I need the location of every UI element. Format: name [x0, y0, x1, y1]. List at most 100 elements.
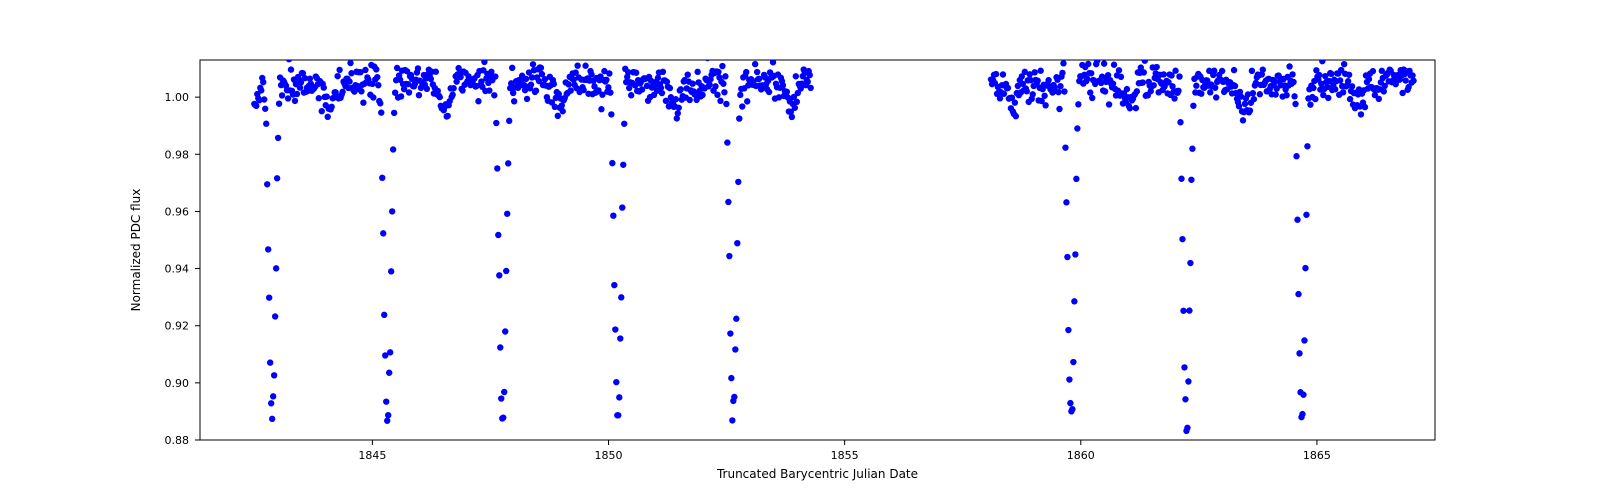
data-point — [530, 61, 536, 67]
data-point — [1034, 77, 1040, 83]
data-point — [1187, 260, 1193, 266]
data-point — [574, 62, 580, 68]
data-point — [273, 265, 279, 271]
data-point — [1089, 95, 1095, 101]
data-point — [1381, 88, 1387, 94]
data-point — [1102, 88, 1108, 94]
data-point — [416, 92, 422, 98]
data-point — [598, 106, 604, 112]
data-point — [501, 389, 507, 395]
data-point — [378, 109, 384, 115]
data-point — [1207, 89, 1213, 95]
data-point — [789, 114, 795, 120]
data-point — [993, 71, 999, 77]
data-point — [1066, 376, 1072, 382]
data-point — [261, 96, 267, 102]
data-point — [807, 72, 813, 78]
data-point — [360, 99, 366, 105]
data-point — [731, 394, 737, 400]
data-point — [618, 294, 624, 300]
data-point — [506, 118, 512, 124]
data-point — [729, 417, 735, 423]
data-point — [383, 398, 389, 404]
data-point — [451, 52, 457, 58]
data-point — [689, 80, 695, 86]
data-point — [1294, 217, 1300, 223]
data-point — [1328, 71, 1334, 77]
data-point — [391, 110, 397, 116]
y-tick-label: 0.98 — [165, 148, 190, 161]
y-tick-label: 0.96 — [165, 205, 190, 218]
data-point — [793, 73, 799, 79]
data-point — [1030, 91, 1036, 97]
data-point — [276, 100, 282, 106]
data-point — [1064, 254, 1070, 260]
data-point — [770, 59, 776, 65]
data-point — [1013, 113, 1019, 119]
data-point — [264, 181, 270, 187]
data-point — [733, 316, 739, 322]
data-point — [1290, 79, 1296, 85]
lightcurve-chart: 184518501855186018650.880.900.920.940.96… — [0, 0, 1600, 500]
data-point — [1370, 68, 1376, 74]
data-point — [734, 240, 740, 246]
data-point — [752, 61, 758, 67]
data-point — [620, 162, 626, 168]
data-point — [1037, 68, 1043, 74]
data-point — [1176, 73, 1182, 79]
data-point — [459, 87, 465, 93]
data-point — [1299, 411, 1305, 417]
data-point — [736, 115, 742, 121]
data-point — [722, 73, 728, 79]
data-point — [673, 96, 679, 102]
data-point — [609, 160, 615, 166]
data-point — [699, 92, 705, 98]
data-point — [1304, 143, 1310, 149]
data-point — [727, 330, 733, 336]
data-point — [1061, 88, 1067, 94]
data-point — [486, 87, 492, 93]
data-point — [1319, 58, 1325, 64]
data-point — [1085, 61, 1091, 67]
data-point — [1171, 95, 1177, 101]
data-point — [1151, 82, 1157, 88]
data-point — [1337, 77, 1343, 83]
data-point — [324, 93, 330, 99]
data-point — [325, 114, 331, 120]
data-point — [493, 120, 499, 126]
data-point — [433, 69, 439, 75]
data-point — [1088, 70, 1094, 76]
data-point — [566, 81, 572, 87]
data-point — [523, 76, 529, 82]
data-point — [621, 121, 627, 127]
data-point — [676, 105, 682, 111]
data-point — [1182, 396, 1188, 402]
data-point — [373, 66, 379, 72]
data-point — [1142, 58, 1148, 64]
data-point — [754, 69, 760, 75]
data-point — [260, 79, 266, 85]
data-point — [1153, 64, 1159, 70]
data-point — [266, 294, 272, 300]
data-point — [319, 108, 325, 114]
data-point — [370, 94, 376, 100]
data-point — [582, 63, 588, 69]
data-point — [279, 92, 285, 98]
data-point — [263, 121, 269, 127]
y-tick-label: 0.94 — [165, 263, 190, 276]
data-point — [1057, 83, 1063, 89]
data-point — [377, 100, 383, 106]
data-point — [398, 93, 404, 99]
data-point — [633, 70, 639, 76]
data-point — [794, 99, 800, 105]
data-point — [496, 272, 502, 278]
data-point — [503, 268, 509, 274]
data-point — [1127, 105, 1133, 111]
data-point — [1347, 96, 1353, 102]
x-tick-label: 1865 — [1303, 449, 1331, 462]
y-axis-label: Normalized PDC flux — [129, 189, 143, 312]
data-point — [1111, 62, 1117, 68]
data-point — [346, 78, 352, 84]
data-point — [1251, 96, 1257, 102]
data-point — [388, 268, 394, 274]
